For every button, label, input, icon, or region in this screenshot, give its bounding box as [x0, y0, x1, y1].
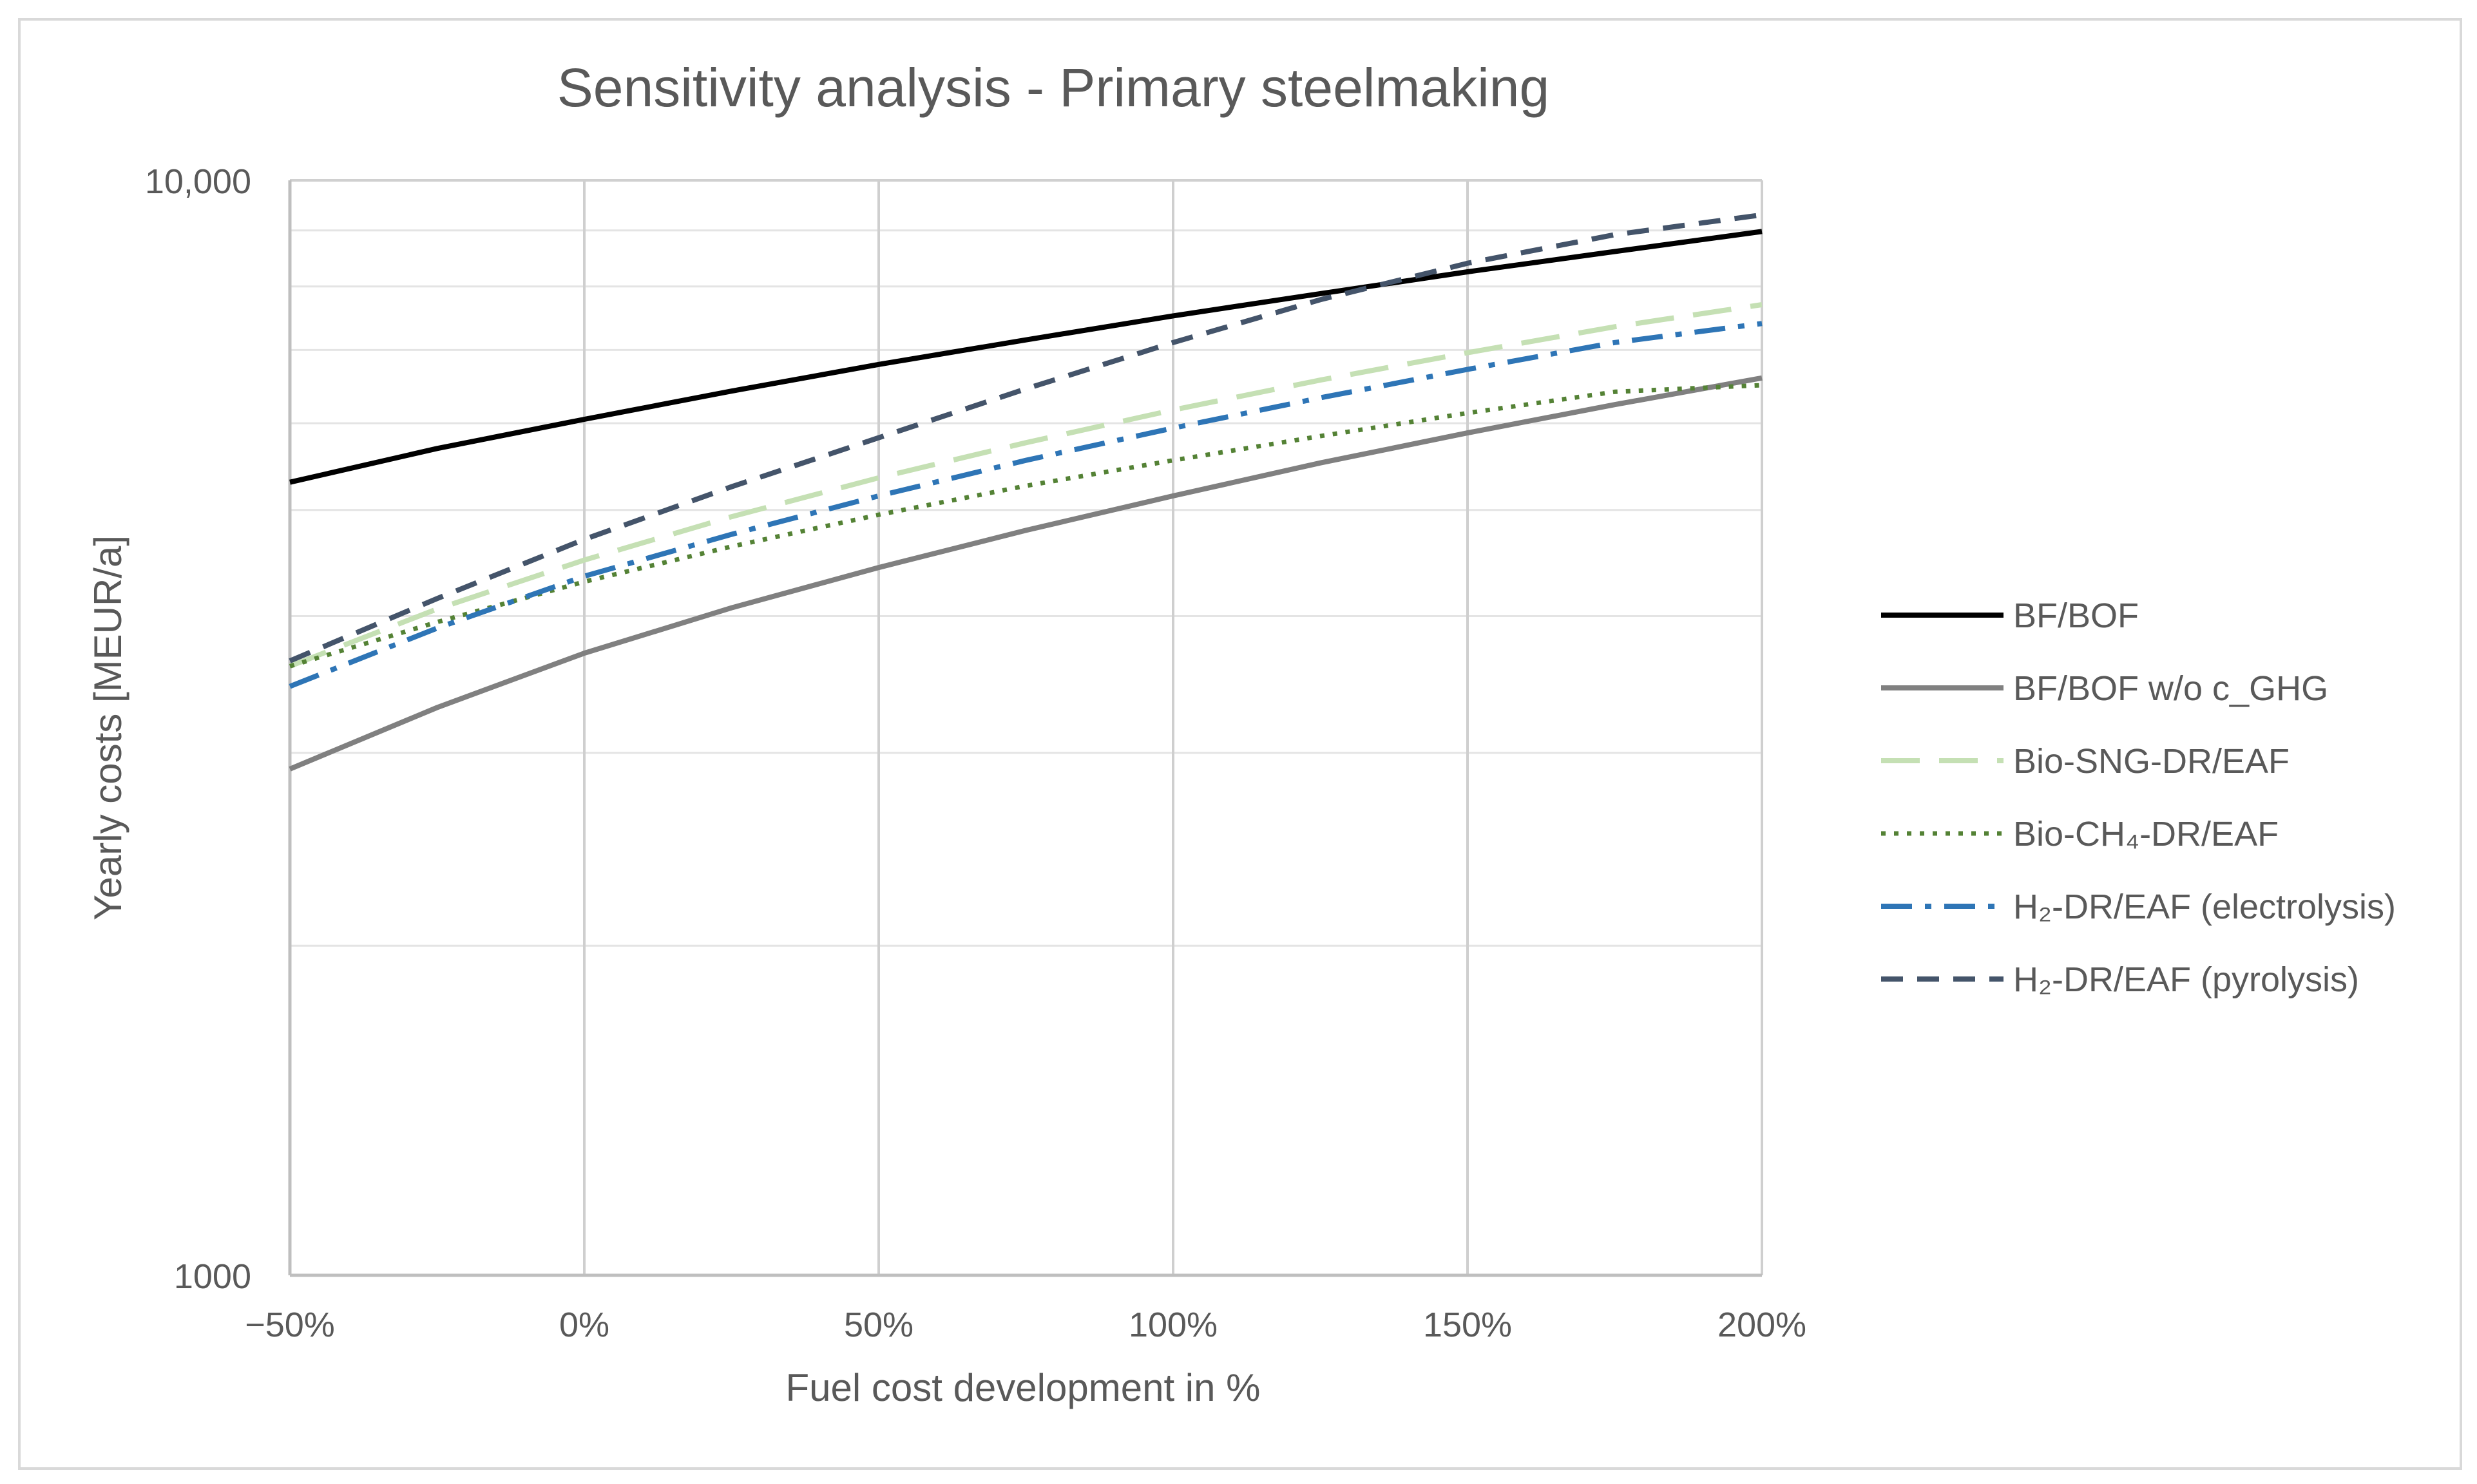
- y-tick-label: 1000: [174, 1257, 251, 1296]
- series-line: [289, 229, 1763, 485]
- x-tick-labels: −50% 0% 50% 100% 150% 200%: [245, 1306, 1806, 1344]
- x-tick-label: 100%: [1129, 1306, 1218, 1344]
- x-tick-label: −50%: [245, 1306, 335, 1344]
- axes: [288, 180, 1762, 1277]
- x-tick-label: 200%: [1717, 1306, 1806, 1344]
- legend-label: H₂-DR/EAF (electrolysis): [2013, 888, 2396, 926]
- legend-label: BF/BOF: [2013, 596, 2139, 635]
- y-tick-labels: 1000 10,000: [145, 162, 251, 1296]
- y-tick-label: 10,000: [145, 162, 251, 201]
- series-line: [289, 375, 1763, 772]
- x-tick-label: 150%: [1423, 1306, 1512, 1344]
- legend-label: BF/BOF w/o c_GHG: [2013, 669, 2328, 708]
- chart-title: Sensitivity analysis - Primary steelmaki…: [557, 57, 1549, 118]
- y-axis-label: Yearly costs [MEUR/a]: [86, 535, 129, 920]
- legend-label: Bio-SNG-DR/EAF: [2013, 742, 2290, 781]
- legend-label: H₂-DR/EAF (pyrolysis): [2013, 960, 2359, 999]
- series-line: [289, 321, 1763, 689]
- gridlines: [290, 179, 1763, 1275]
- x-axis-label: Fuel cost development in %: [785, 1366, 1260, 1409]
- chart-frame: [18, 18, 2462, 1470]
- x-tick-label: 0%: [559, 1306, 609, 1344]
- series-line: [289, 302, 1763, 669]
- legend: BF/BOF BF/BOF w/o c_GHG Bio-SNG-DR/EAF Bio-…: [1881, 596, 2396, 999]
- legend-label: Bio-CH₄-DR/EAF: [2013, 815, 2279, 853]
- series-lines: [289, 212, 1763, 772]
- series-line: [289, 212, 1763, 663]
- x-tick-label: 50%: [844, 1306, 913, 1344]
